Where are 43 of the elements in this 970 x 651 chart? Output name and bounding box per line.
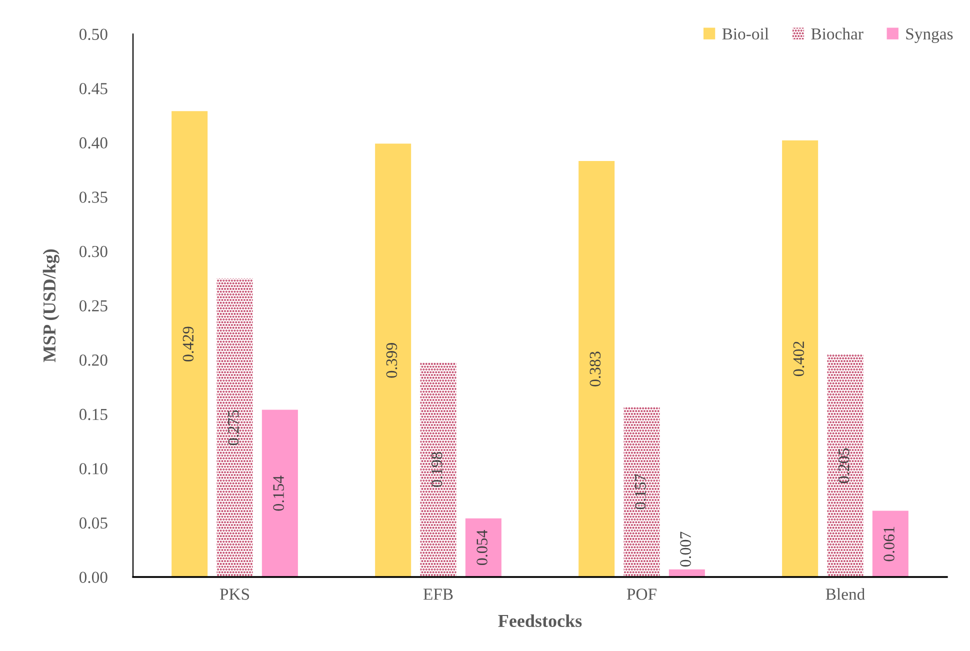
y-tick-label: 0.35: [79, 192, 108, 203]
bar: [420, 362, 456, 577]
bar: [216, 278, 253, 577]
x-tick-label: PKS: [220, 588, 250, 600]
y-tick-label: 0.15: [79, 408, 108, 420]
y-axis-title: MSP (USD/kg): [42, 249, 60, 362]
bar: [172, 111, 208, 577]
data-label: 0.007: [680, 532, 691, 567]
x-tick-label: EFB: [423, 588, 453, 600]
bar: [827, 354, 864, 577]
data-label: 0.061: [884, 526, 894, 562]
bar: [465, 518, 502, 577]
bar: [375, 144, 412, 577]
x-axis-title: Feedstocks: [498, 614, 582, 628]
data-label: 0.399: [386, 343, 398, 378]
y-tick-label: 0.20: [79, 354, 108, 366]
y-tick-label: 0.50: [79, 28, 108, 40]
bar: [578, 161, 615, 577]
y-tick-label: 0.25: [79, 300, 108, 312]
legend-label: Syngas: [906, 28, 953, 43]
data-label: 0.383: [590, 352, 601, 386]
data-label: 0.157: [634, 474, 646, 510]
legend-label: Biochar: [811, 28, 864, 40]
y-tick-label: 0.10: [79, 463, 108, 474]
y-tick-label: 0.00: [79, 572, 108, 584]
legend-label: Bio-oil: [722, 28, 769, 40]
bar: [262, 410, 298, 577]
y-tick-label: 0.40: [79, 137, 108, 149]
bar: [782, 140, 818, 577]
data-label: 0.054: [476, 530, 488, 566]
x-tick-label: POF: [626, 588, 656, 600]
data-label: 0.198: [431, 452, 442, 487]
y-tick-label: 0.30: [79, 246, 108, 258]
data-label: 0.275: [228, 410, 239, 446]
y-tick-label: 0.45: [79, 83, 108, 94]
bar: [624, 406, 660, 577]
data-label: 0.429: [182, 326, 194, 362]
y-tick-label: 0.05: [79, 517, 108, 529]
data-label: 0.205: [838, 448, 850, 484]
data-label: 0.154: [273, 476, 284, 511]
x-tick-label: Blend: [826, 588, 865, 600]
bar: [872, 510, 908, 577]
data-label: 0.402: [793, 342, 804, 376]
